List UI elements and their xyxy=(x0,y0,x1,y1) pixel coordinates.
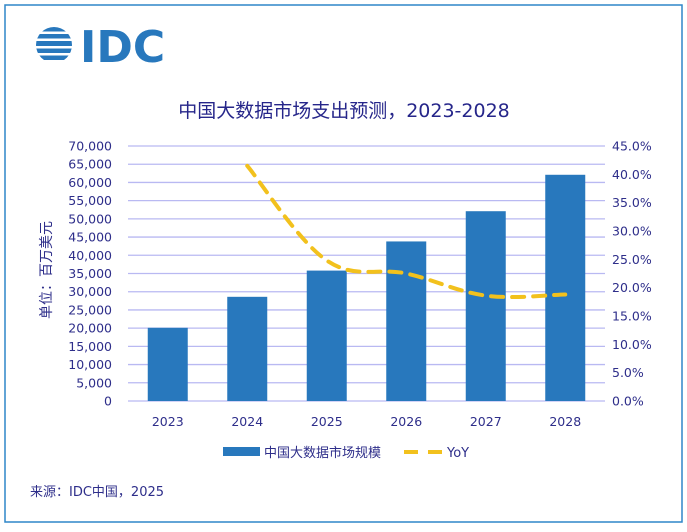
y2-tick-label: 30.0% xyxy=(612,224,652,239)
legend-label-bar: 中国大数据市场规模 xyxy=(264,445,381,461)
y-axis-label: 单位：百万美元 xyxy=(39,221,55,319)
y2-tick-label: 35.0% xyxy=(612,195,652,210)
y2-tick-label: 25.0% xyxy=(612,252,652,267)
legend-label-line: YoY xyxy=(446,446,469,461)
y-tick-label: 10,000 xyxy=(68,357,112,372)
x-tick-label: 2024 xyxy=(231,414,263,429)
y2-tick-label: 5.0% xyxy=(612,365,644,380)
y-tick-label: 55,000 xyxy=(68,193,112,208)
bar-2026 xyxy=(386,241,426,401)
y-tick-label: 65,000 xyxy=(68,157,112,172)
bar-2027 xyxy=(466,211,506,401)
y2-tick-label: 15.0% xyxy=(612,309,652,324)
y-tick-label: 20,000 xyxy=(68,321,112,336)
y-tick-label: 35,000 xyxy=(68,266,112,281)
y-tick-label: 45,000 xyxy=(68,230,112,245)
bar-2028 xyxy=(545,175,585,401)
y2-tick-label: 0.0% xyxy=(612,394,644,409)
y-tick-label: 5,000 xyxy=(76,375,112,390)
bar-2023 xyxy=(148,328,188,401)
x-tick-label: 2023 xyxy=(152,414,184,429)
x-tick-label: 2025 xyxy=(311,414,343,429)
y-tick-label: 15,000 xyxy=(68,339,112,354)
bar-2025 xyxy=(307,271,347,401)
y-tick-label: 0 xyxy=(104,394,112,409)
bar-2024 xyxy=(227,297,267,401)
y-tick-label: 25,000 xyxy=(68,302,112,317)
y-tick-label: 40,000 xyxy=(68,248,112,263)
y-tick-label: 60,000 xyxy=(68,175,112,190)
x-tick-label: 2028 xyxy=(549,414,581,429)
y-tick-label: 70,000 xyxy=(68,139,112,154)
y-tick-label: 50,000 xyxy=(68,211,112,226)
y-tick-label: 30,000 xyxy=(68,284,112,299)
chart-title: 中国大数据市场支出预测，2023-2028 xyxy=(178,100,510,122)
y2-tick-label: 20.0% xyxy=(612,280,652,295)
legend-swatch-bar xyxy=(223,447,260,456)
source-note: 来源：IDC中国，2025 xyxy=(30,485,164,500)
logo-text: IDC xyxy=(80,22,165,73)
y2-tick-label: 45.0% xyxy=(612,139,652,154)
y2-tick-label: 10.0% xyxy=(612,337,652,352)
x-tick-label: 2026 xyxy=(390,414,422,429)
y2-tick-label: 40.0% xyxy=(612,167,652,182)
x-tick-label: 2027 xyxy=(470,414,502,429)
